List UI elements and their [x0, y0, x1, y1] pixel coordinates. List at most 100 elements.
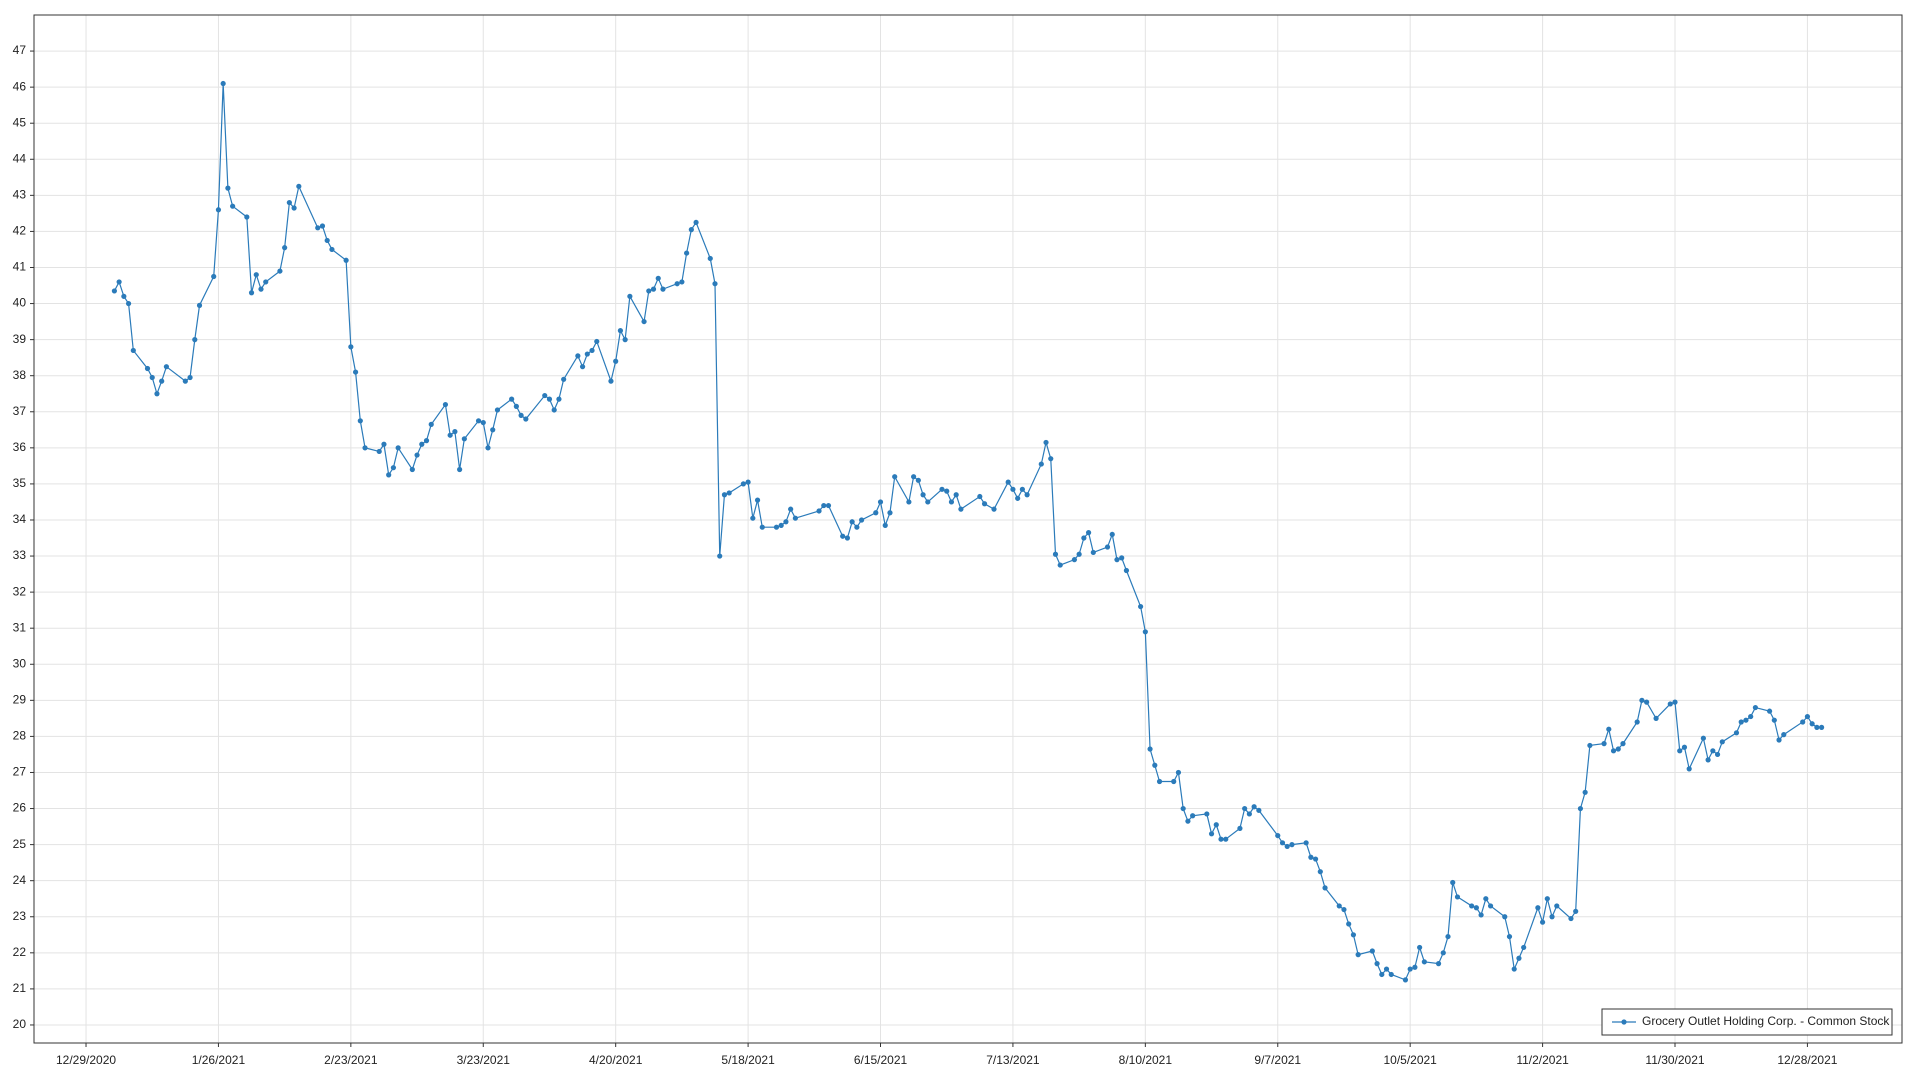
point: [494, 407, 501, 413]
point: [1677, 748, 1683, 754]
point: [617, 328, 624, 334]
point: [1804, 713, 1811, 720]
point: [1246, 811, 1252, 817]
point: [1582, 789, 1588, 795]
x-tick-label: 8/10/2021: [1119, 1053, 1173, 1067]
y-tick-label: 32: [13, 584, 27, 598]
point: [1672, 699, 1678, 705]
point: [1350, 932, 1357, 938]
point: [546, 396, 553, 402]
point: [121, 293, 127, 299]
y-tick-label: 36: [13, 440, 27, 454]
point: [1279, 840, 1286, 846]
point: [721, 492, 728, 498]
point: [447, 432, 453, 438]
point: [1010, 486, 1016, 492]
y-tick-label: 42: [13, 224, 27, 238]
point: [248, 290, 255, 296]
point: [1549, 914, 1555, 920]
point: [925, 499, 931, 505]
point: [282, 245, 288, 251]
point: [1346, 921, 1352, 927]
y-tick-label: 20: [13, 1017, 27, 1031]
point: [920, 492, 926, 498]
point: [1771, 717, 1777, 723]
y-tick-label: 21: [13, 981, 27, 995]
x-tick-label: 11/2/2021: [1516, 1053, 1569, 1067]
x-tick-label: 2/23/2021: [324, 1053, 378, 1067]
point: [513, 403, 519, 409]
point: [754, 497, 761, 503]
point: [1223, 836, 1229, 842]
point: [1450, 879, 1456, 886]
line: [113, 83, 1822, 981]
point: [825, 502, 832, 509]
point: [783, 519, 789, 525]
point: [944, 488, 950, 494]
point: [319, 223, 326, 229]
point: [1308, 854, 1314, 860]
point: [1639, 697, 1645, 703]
point: [225, 185, 231, 191]
point: [816, 508, 822, 514]
point: [343, 257, 349, 263]
point: [1388, 971, 1394, 978]
point: [509, 396, 515, 402]
point: [579, 364, 586, 370]
y-tick-label: 29: [13, 693, 27, 707]
point: [977, 493, 983, 500]
point: [1610, 748, 1617, 754]
point: [419, 441, 425, 447]
point: [688, 227, 694, 233]
point: [911, 474, 917, 480]
point: [182, 378, 188, 384]
point: [773, 524, 780, 530]
point: [1435, 961, 1442, 967]
y-tick-label: 35: [13, 476, 27, 490]
point: [1573, 908, 1579, 914]
point: [1147, 746, 1153, 752]
point: [873, 510, 879, 516]
point: [1809, 721, 1815, 727]
point: [981, 501, 988, 507]
point: [154, 391, 160, 397]
point: [1090, 549, 1096, 556]
y-tick-label: 37: [13, 404, 27, 418]
point: [1213, 822, 1219, 828]
point: [679, 279, 685, 285]
point: [887, 510, 893, 516]
point: [1374, 961, 1380, 967]
point: [991, 506, 997, 512]
point: [542, 392, 548, 399]
point: [1544, 896, 1550, 902]
point: [717, 553, 723, 559]
y-tick-label: 39: [13, 332, 27, 346]
point: [352, 369, 359, 375]
point: [1341, 906, 1347, 913]
point: [948, 499, 955, 505]
y-tick-label: 28: [13, 729, 27, 743]
y-tick-label: 22: [13, 945, 27, 959]
point: [1554, 903, 1560, 909]
x-tick-label: 1/26/2021: [192, 1053, 246, 1067]
point: [1752, 704, 1758, 711]
point: [211, 273, 217, 280]
point: [296, 183, 302, 189]
point: [1719, 739, 1725, 745]
point: [1620, 741, 1626, 747]
point: [1237, 825, 1243, 831]
point: [1506, 933, 1513, 940]
point: [125, 300, 132, 307]
point: [575, 353, 581, 359]
point: [1071, 557, 1078, 563]
point: [788, 506, 794, 512]
point: [1606, 726, 1612, 732]
point: [1511, 966, 1517, 972]
point: [674, 281, 680, 287]
point: [1104, 544, 1111, 550]
point: [1502, 914, 1508, 920]
point: [452, 429, 458, 435]
point: [1256, 807, 1262, 813]
point: [1109, 531, 1115, 538]
y-tick-label: 44: [13, 151, 27, 165]
